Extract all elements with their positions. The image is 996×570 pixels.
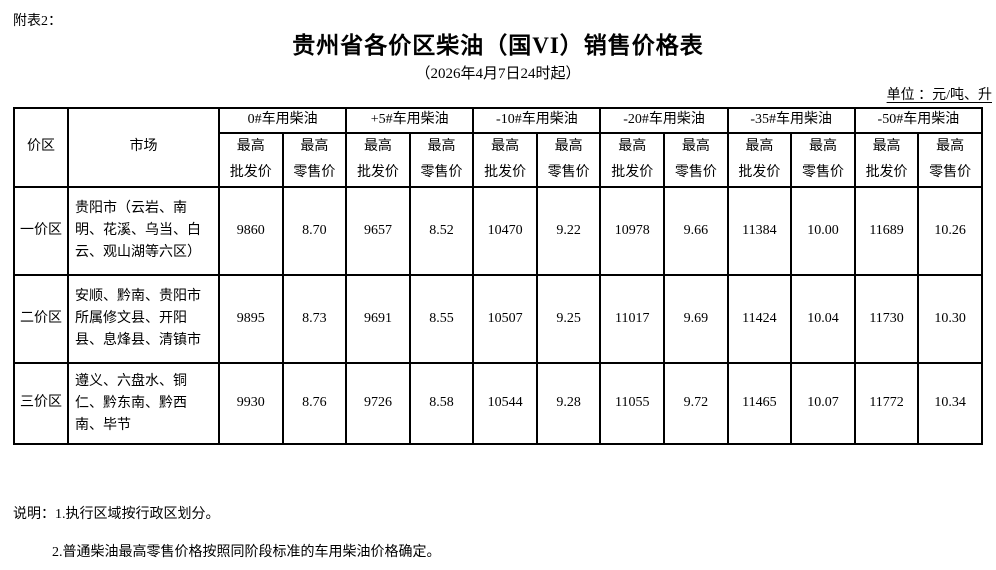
subheader-line: 最高	[872, 139, 901, 154]
price-cell: 11730	[853, 274, 920, 364]
zone-cell: 二价区	[13, 274, 69, 364]
price-cell: 8.55	[408, 274, 475, 364]
price-cell: 10.00	[790, 186, 856, 276]
market-cell: 安顺、黔南、贵阳市所属修文县、开阳县、息烽县、清镇市	[67, 274, 220, 364]
price-cell: 10.30	[917, 274, 983, 364]
subheader-line: 零售价	[674, 165, 717, 180]
subheader-wholesale: 最高 批发价	[345, 132, 411, 188]
col-header-fuel-minus20: -20#车用柴油	[599, 107, 729, 134]
price-cell: 11424	[726, 274, 793, 364]
price-cell: 9.69	[663, 274, 729, 364]
price-cell: 11772	[853, 362, 920, 445]
note-line-2: 2.普通柴油最高零售价格按照同阶段标准的车用柴油价格确定。	[52, 545, 441, 560]
note-line-1: 说明：1.执行区域按行政区划分。	[13, 507, 220, 522]
page-title: 贵州省各价区柴油（国VI）销售价格表	[292, 33, 704, 58]
subheader-line: 批发价	[865, 165, 908, 180]
price-cell: 10978	[599, 186, 666, 276]
price-cell: 10544	[472, 362, 538, 445]
table-row-zone1: 一价区 贵阳市（云岩、南明、花溪、乌当、白云、观山湖等六区） 9860 8.70…	[13, 186, 983, 276]
subheader-retail: 最高 零售价	[535, 132, 602, 188]
col-header-fuel-plus5: +5#车用柴油	[345, 107, 475, 134]
subheader-line: 零售价	[801, 165, 844, 180]
subheader-line: 零售价	[547, 165, 590, 180]
price-cell: 10.04	[790, 274, 856, 364]
price-cell: 11689	[853, 186, 920, 276]
subheader-wholesale: 最高 批发价	[472, 132, 538, 188]
price-cell: 9.25	[535, 274, 602, 364]
header-row-subheaders: 最高 批发价 最高 零售价 最高 批发价 最高 零售价 最高 批发价 最高 零售…	[14, 132, 983, 188]
subheader-line: 批发价	[738, 165, 781, 180]
unit-label: 单位 ：元/吨、升	[886, 88, 992, 103]
price-cell: 10.26	[917, 186, 983, 276]
price-cell: 9860	[218, 186, 284, 276]
subheader-line: 批发价	[356, 165, 399, 180]
diesel-price-table: 价区 市场 0#车用柴油 +5#车用柴油 -10#车用柴油 -20#车用柴油 -…	[13, 107, 984, 445]
col-header-zone: 价区	[13, 107, 69, 188]
subheader-line: 最高	[491, 139, 520, 154]
price-cell: 11384	[726, 186, 793, 276]
col-header-fuel-0: 0#车用柴油	[217, 107, 348, 134]
price-cell: 8.52	[408, 186, 475, 276]
header-row-fuel-types: 价区 市场 0#车用柴油 +5#车用柴油 -10#车用柴油 -20#车用柴油 -…	[13, 107, 984, 188]
page-subtitle: （2026年4月7日24时起）	[415, 66, 581, 82]
col-header-fuel-minus50: -50#车用柴油	[853, 107, 984, 134]
subheader-line: 批发价	[611, 165, 654, 180]
attachment-label: 附表2：	[13, 14, 62, 29]
price-cell: 9.72	[663, 362, 729, 445]
subheader-wholesale: 最高 批发价	[599, 132, 666, 188]
subheader-line: 最高	[618, 139, 647, 154]
price-cell: 8.58	[408, 362, 475, 445]
subheader-line: 批发价	[484, 165, 527, 180]
price-cell: 10.07	[790, 362, 856, 445]
col-header-market: 市场	[67, 107, 220, 188]
price-cell: 10507	[472, 274, 538, 364]
price-cell: 11017	[599, 274, 666, 364]
price-cell: 9.22	[535, 186, 602, 276]
price-cell: 9691	[345, 274, 411, 364]
subheader-line: 最高	[745, 139, 774, 154]
subheader-line: 最高	[936, 139, 965, 154]
price-cell: 10.34	[917, 362, 983, 445]
zone-cell: 三价区	[13, 362, 69, 445]
price-cell: 9.28	[535, 362, 602, 445]
col-header-fuel-minus10: -10#车用柴油	[472, 107, 602, 134]
price-cell: 10470	[472, 186, 538, 276]
table-row-zone2: 二价区 安顺、黔南、贵阳市所属修文县、开阳县、息烽县、清镇市 9895 8.73…	[13, 274, 983, 364]
price-cell: 9930	[218, 362, 284, 445]
subheader-line: 最高	[300, 139, 329, 154]
price-cell: 9895	[218, 274, 284, 364]
subheader-line: 最高	[554, 139, 583, 154]
subheader-retail: 最高 零售价	[281, 132, 348, 188]
zone-cell: 一价区	[13, 186, 69, 276]
subheader-line: 最高	[681, 139, 710, 154]
price-cell: 8.76	[281, 362, 348, 445]
subheader-wholesale: 最高 批发价	[218, 132, 284, 188]
subheader-line: 零售价	[293, 165, 336, 180]
price-cell: 9657	[345, 186, 411, 276]
subheader-line: 零售价	[929, 165, 972, 180]
market-cell: 遵义、六盘水、铜仁、黔东南、黔西南、毕节	[67, 362, 220, 445]
subheader-line: 最高	[427, 139, 456, 154]
price-cell: 11055	[599, 362, 666, 445]
price-cell: 9.66	[663, 186, 729, 276]
subheader-retail: 最高 零售价	[663, 132, 729, 188]
subheader-retail: 最高 零售价	[408, 132, 475, 188]
price-cell: 8.70	[281, 186, 348, 276]
subheader-retail: 最高 零售价	[917, 132, 983, 188]
subheader-line: 最高	[236, 139, 265, 154]
subheader-line: 最高	[808, 139, 837, 154]
subheader-line: 零售价	[420, 165, 463, 180]
table-row-zone3: 三价区 遵义、六盘水、铜仁、黔东南、黔西南、毕节 9930 8.76 9726 …	[13, 362, 983, 445]
subheader-wholesale: 最高 批发价	[853, 132, 920, 188]
col-header-fuel-minus35: -35#车用柴油	[726, 107, 856, 134]
subheader-line: 批发价	[229, 165, 272, 180]
price-cell: 11465	[726, 362, 793, 445]
price-cell: 8.73	[281, 274, 348, 364]
market-cell: 贵阳市（云岩、南明、花溪、乌当、白云、观山湖等六区）	[67, 186, 220, 276]
subheader-wholesale: 最高 批发价	[726, 132, 793, 188]
subheader-retail: 最高 零售价	[790, 132, 856, 188]
subheader-line: 最高	[363, 139, 392, 154]
price-cell: 9726	[345, 362, 411, 445]
